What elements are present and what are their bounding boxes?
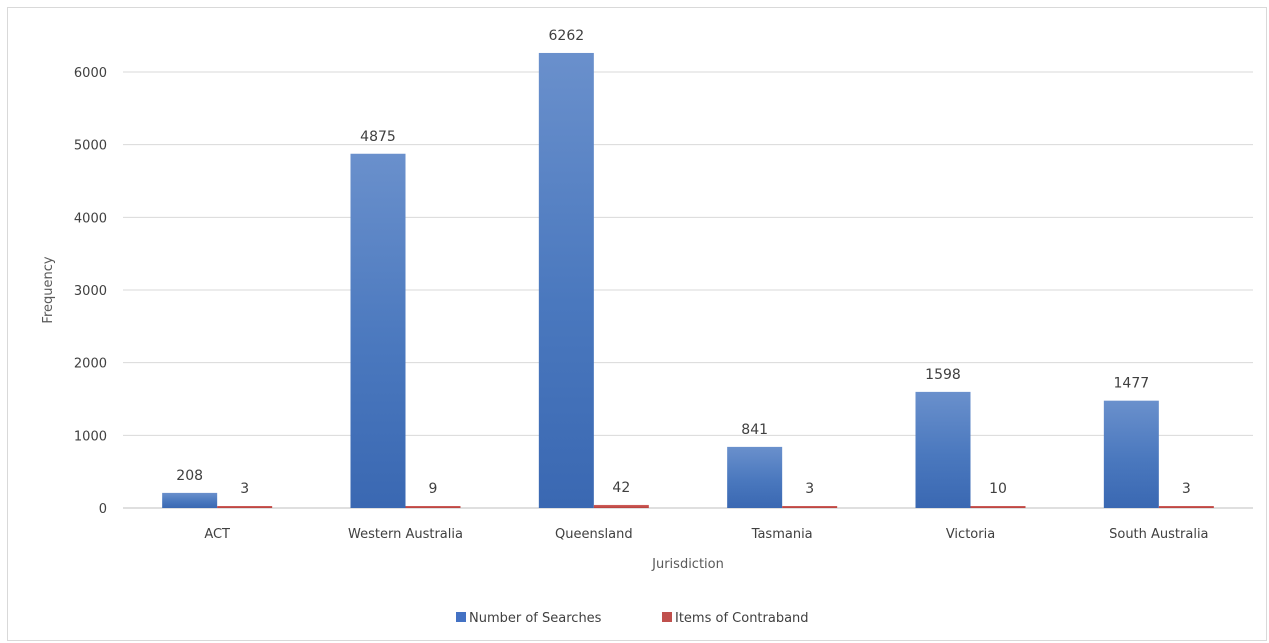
bar-number-of-searches bbox=[915, 391, 971, 508]
bar-number-of-searches bbox=[727, 446, 783, 508]
data-label: 1598 bbox=[925, 367, 961, 383]
x-tick-label: Tasmania bbox=[751, 527, 813, 542]
x-tick-label: Queensland bbox=[555, 527, 633, 542]
bar-items-of-contraband bbox=[405, 506, 461, 508]
bar-number-of-searches bbox=[350, 153, 406, 508]
bars bbox=[162, 52, 1214, 508]
y-tick-label: 2000 bbox=[74, 357, 107, 372]
bar-number-of-searches bbox=[162, 492, 218, 508]
data-label: 10 bbox=[989, 481, 1007, 497]
legend-label: Items of Contraband bbox=[675, 611, 809, 626]
bar-items-of-contraband bbox=[782, 506, 838, 508]
data-labels: 208 3 4875 9 6262 42 841 3 1598 10 1477 3 bbox=[176, 28, 1190, 497]
x-tick-labels: ACT Western Australia Queensland Tasmania Vi… bbox=[204, 527, 1208, 542]
x-tick-label: Western Australia bbox=[348, 527, 463, 542]
gridlines bbox=[123, 71, 1253, 509]
bar-items-of-contraband bbox=[1158, 506, 1214, 508]
data-label: 3 bbox=[805, 481, 814, 497]
chart-frame bbox=[7, 7, 1267, 641]
bar-items-of-contraband bbox=[593, 504, 649, 508]
data-label: 42 bbox=[612, 480, 630, 496]
bar-number-of-searches bbox=[1103, 400, 1159, 508]
y-tick-label: 5000 bbox=[74, 139, 107, 154]
y-tick-label: 6000 bbox=[74, 66, 107, 81]
data-label: 3 bbox=[1182, 481, 1191, 497]
x-tick-label: ACT bbox=[204, 527, 230, 542]
y-tick-label: 3000 bbox=[74, 284, 107, 299]
data-label: 208 bbox=[176, 468, 203, 484]
legend-label: Number of Searches bbox=[469, 611, 602, 626]
data-label: 841 bbox=[741, 422, 768, 438]
y-tick-label: 0 bbox=[99, 502, 107, 517]
data-label: 3 bbox=[240, 481, 249, 497]
bar-items-of-contraband bbox=[217, 506, 273, 508]
legend-swatch bbox=[662, 612, 672, 622]
y-tick-labels: 0 1000 2000 3000 4000 5000 6000 bbox=[74, 66, 107, 517]
legend-swatch bbox=[456, 612, 466, 622]
data-label: 9 bbox=[429, 481, 438, 497]
x-tick-label: South Australia bbox=[1109, 527, 1208, 542]
y-tick-label: 4000 bbox=[74, 211, 107, 226]
bar-number-of-searches bbox=[538, 52, 594, 508]
legend: Number of Searches Items of Contraband bbox=[456, 611, 809, 626]
data-label: 1477 bbox=[1114, 376, 1150, 392]
data-label: 6262 bbox=[549, 28, 585, 44]
x-axis-title: Jurisdiction bbox=[651, 557, 724, 572]
y-tick-label: 1000 bbox=[74, 429, 107, 444]
y-axis-title: Frequency bbox=[41, 256, 56, 323]
bar-items-of-contraband bbox=[970, 506, 1026, 508]
data-label: 4875 bbox=[360, 129, 396, 145]
x-tick-label: Victoria bbox=[946, 527, 995, 542]
